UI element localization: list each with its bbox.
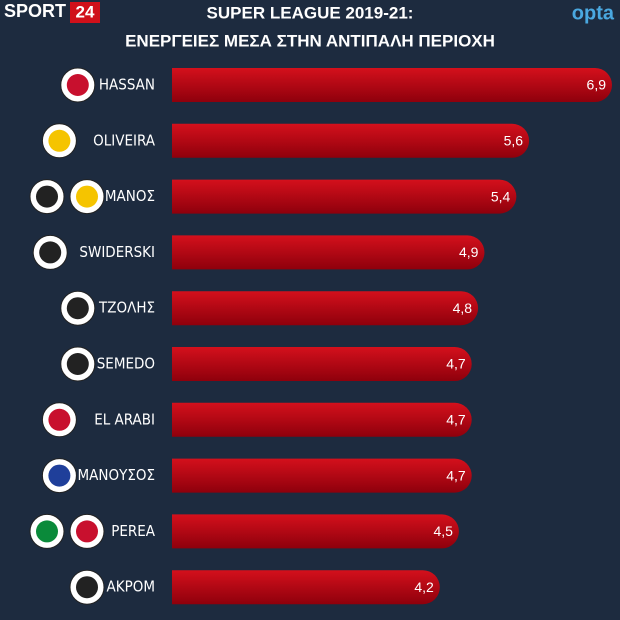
chart-subtitle: ΕΝΕΡΓΕΙΕΣ ΜΕΣΑ ΣΤΗΝ ΑΝΤΙΠΑΛΗ ΠΕΡΙΟΧΗ — [125, 31, 495, 50]
category-label: SWIDERSKI — [79, 243, 155, 261]
club-badge-inner — [36, 185, 58, 208]
value-label: 4,9 — [459, 244, 479, 260]
bar — [172, 179, 517, 214]
club-badge-inner — [48, 129, 71, 152]
value-label: 4,2 — [414, 579, 434, 595]
club-badge-inner — [66, 74, 89, 96]
bar — [172, 347, 472, 381]
brand-name: SPORT — [4, 1, 66, 21]
club-badge-inner — [39, 241, 62, 264]
bar — [172, 235, 485, 270]
category-label: ΜΑΝΟΥΣΟΣ — [78, 466, 156, 484]
club-badge-inner — [36, 520, 58, 543]
club-badge-inner — [66, 297, 89, 320]
bar — [172, 291, 479, 326]
category-label: OLIVEIRA — [93, 131, 156, 149]
club-badge-inner — [66, 353, 89, 375]
bar — [172, 514, 459, 549]
club-badge-inner — [48, 408, 71, 431]
category-label: HASSAN — [99, 76, 155, 94]
club-badge-inner — [76, 520, 98, 543]
bar — [172, 570, 440, 605]
brand-number: 24 — [76, 2, 95, 21]
club-badge-inner — [76, 185, 98, 208]
value-label: 4,7 — [446, 356, 466, 372]
value-label: 4,5 — [433, 523, 453, 539]
category-label: ΜΑΝΟΣ — [105, 187, 155, 205]
value-label: 4,8 — [453, 300, 473, 316]
category-label: ΤΖΟΛΗΣ — [98, 299, 155, 317]
value-label: 6,9 — [587, 77, 607, 93]
bar — [172, 402, 472, 437]
bar — [172, 123, 530, 158]
category-label: PEREA — [111, 522, 156, 540]
club-badge-inner — [48, 464, 71, 487]
club-badge-inner — [76, 576, 98, 599]
value-label: 4,7 — [446, 467, 466, 483]
category-label: EL ARABI — [94, 410, 155, 428]
value-label: 5,4 — [491, 188, 511, 204]
bar — [172, 458, 472, 493]
bar — [172, 68, 612, 102]
brand-badge — [70, 2, 100, 23]
category-label: SEMEDO — [97, 355, 155, 373]
value-label: 5,6 — [504, 133, 524, 149]
source-logo: opta — [572, 2, 615, 24]
chart-title: SUPER LEAGUE 2019-21: — [207, 3, 414, 22]
category-label: ΑΚΡΟΜ — [107, 578, 155, 596]
value-label: 4,7 — [446, 412, 466, 428]
